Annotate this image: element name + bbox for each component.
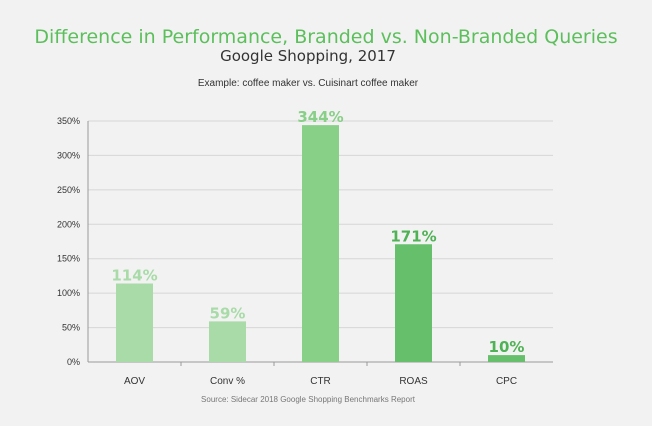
x-tick-label: CPC <box>496 376 517 387</box>
y-tick-label: 300% <box>57 150 80 160</box>
data-label: 344% <box>297 108 343 126</box>
data-label: 59% <box>210 304 246 322</box>
y-tick-label: 350% <box>57 116 80 126</box>
x-tick-label: Conv % <box>210 376 245 387</box>
data-label: 171% <box>390 227 436 245</box>
y-tick-label: 50% <box>62 323 80 333</box>
x-tick-label: ROAS <box>399 376 428 387</box>
bar-ctr <box>302 125 339 362</box>
chart-source: Source: Sidecar 2018 Google Shopping Ben… <box>201 395 415 404</box>
data-label: 10% <box>489 338 525 356</box>
x-tick-label: CTR <box>310 376 331 387</box>
bar-aov <box>116 283 153 362</box>
bar-cpc <box>488 355 525 362</box>
y-tick-label: 150% <box>57 254 80 264</box>
data-label: 114% <box>111 267 157 285</box>
chart-subtitle: Google Shopping, 2017 <box>220 47 396 65</box>
y-tick-label: 250% <box>57 185 80 195</box>
y-tick-label: 100% <box>57 288 80 298</box>
chart-note: Example: coffee maker vs. Cuisinart coff… <box>197 78 419 89</box>
bar-conv <box>209 321 246 362</box>
x-tick-label: AOV <box>124 376 145 387</box>
bar-roas <box>395 244 432 362</box>
y-tick-label: 200% <box>57 219 80 229</box>
y-tick-label: 0% <box>67 357 80 367</box>
chart-title: Difference in Performance, Branded vs. N… <box>34 26 618 48</box>
